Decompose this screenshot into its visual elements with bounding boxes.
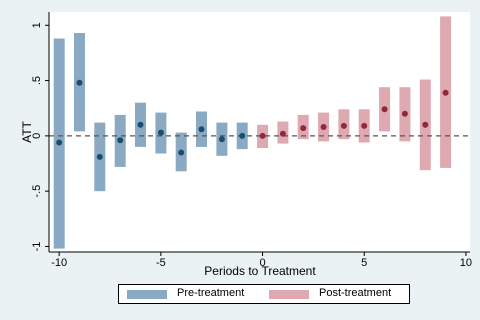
legend-label-pre: Pre-treatment: [177, 287, 245, 299]
y-tick-label: 1: [31, 22, 43, 28]
x-tick-label: 10: [460, 257, 472, 269]
estimate-point-pre: [56, 139, 63, 146]
estimate-point-pre: [96, 153, 103, 160]
y-tick-label: -.5: [31, 185, 43, 198]
estimate-point-post: [442, 89, 449, 96]
estimate-point-post: [422, 121, 429, 128]
estimate-point-post: [300, 125, 307, 132]
legend-swatch-pre: [127, 290, 167, 299]
estimate-point-pre: [198, 126, 205, 133]
estimate-point-pre: [218, 136, 225, 143]
legend-swatch-post: [269, 290, 309, 299]
y-tick-label: -1: [31, 242, 43, 252]
estimate-point-post: [320, 124, 327, 130]
y-axis-title: ATT: [20, 120, 34, 142]
estimate-point-pre: [117, 137, 124, 144]
estimate-point-post: [361, 122, 368, 129]
estimate-point-post: [381, 106, 388, 113]
estimate-point-post: [279, 130, 286, 137]
estimate-points-layer: [56, 79, 449, 160]
x-axis-title: Periods to Treatment: [204, 264, 316, 278]
legend-label-post: Post-treatment: [319, 287, 392, 299]
estimate-point-post: [259, 132, 266, 139]
x-tick-label: -10: [51, 257, 67, 269]
estimate-point-post: [401, 110, 408, 117]
axes-layer: -1 -.5 0 .5 1 -10 -5 0 5 10: [31, 12, 472, 269]
estimate-point-post: [340, 122, 347, 129]
estimate-point-pre: [137, 121, 144, 128]
estimate-point-pre: [239, 132, 246, 139]
estimate-point-pre: [178, 149, 185, 156]
legend: Pre-treatment Post-treatment: [118, 284, 410, 304]
y-tick-label: .5: [31, 76, 43, 85]
x-tick-label: -5: [156, 257, 166, 269]
y-tick-label: 0: [31, 133, 43, 139]
estimate-point-pre: [157, 129, 164, 136]
x-tick-label: 5: [361, 257, 367, 269]
x-tick-label: 0: [259, 257, 265, 269]
estimate-point-pre: [76, 79, 83, 86]
